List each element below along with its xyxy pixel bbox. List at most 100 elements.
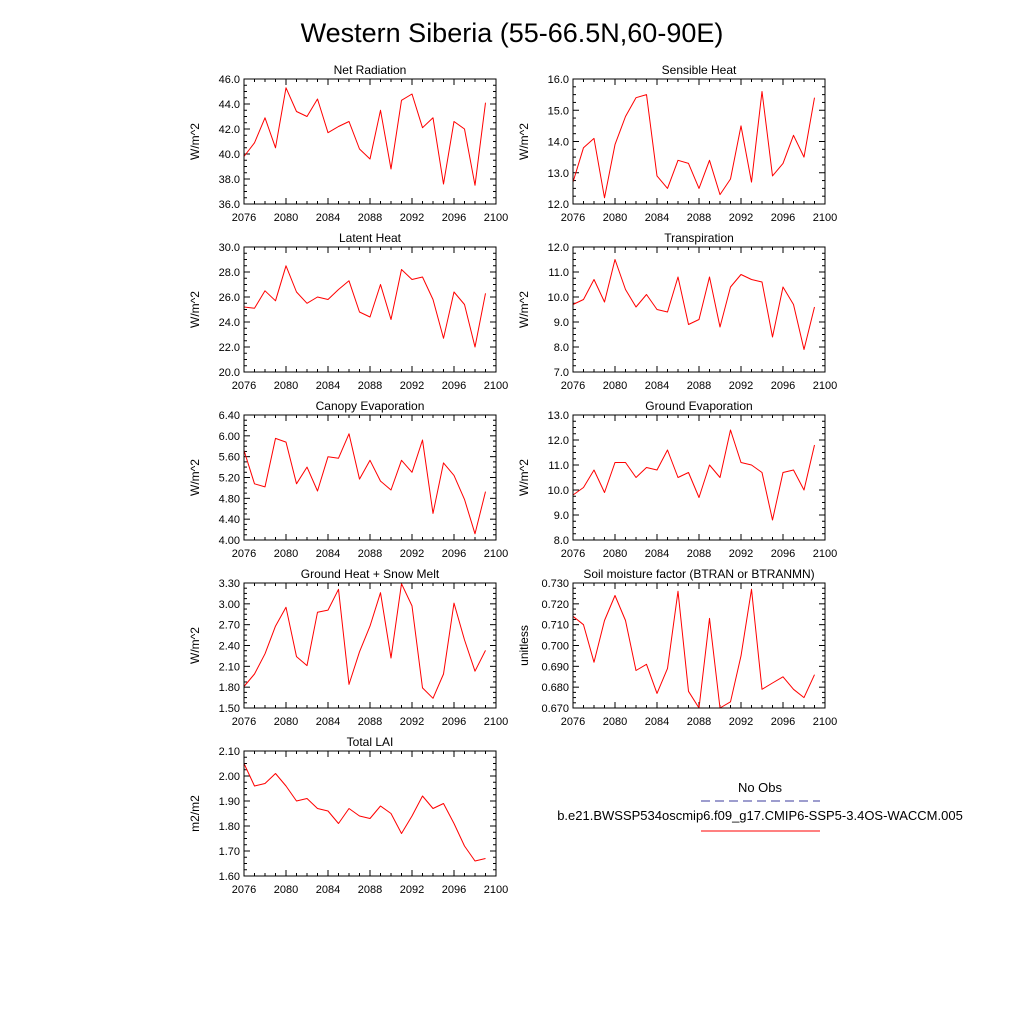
x-tick-label: 2088 [358, 884, 382, 896]
series-line [572, 91, 815, 199]
panel-title: Ground Evaporation [645, 399, 752, 413]
x-tick-label: 2084 [316, 212, 340, 224]
series-line [243, 265, 486, 348]
x-tick-label: 2084 [316, 884, 340, 896]
x-tick-label: 2088 [687, 380, 711, 392]
chart-panel: Transpiration 2076 2080 2084 2088 2092 2096 210… [517, 231, 837, 392]
chart-panel: Ground Heat + Snow Melt 2076 2080 2084 2088 2… [188, 567, 508, 728]
x-tick-label: 2076 [561, 212, 585, 224]
y-axis-label: W/m^2 [188, 291, 202, 328]
y-tick-label: 0.670 [541, 703, 569, 715]
y-tick-label: 2.10 [219, 746, 240, 758]
y-axis-label: W/m^2 [517, 123, 531, 160]
y-tick-label: 6.40 [219, 410, 240, 422]
x-tick-label: 2088 [358, 212, 382, 224]
figure-title: Western Siberia (55-66.5N,60-90E) [301, 18, 724, 48]
x-tick-label: 2100 [813, 380, 837, 392]
panel-title: Net Radiation [334, 63, 407, 77]
x-tick-label: 2084 [316, 716, 340, 728]
x-tick-label: 2096 [442, 212, 466, 224]
x-tick-label: 2080 [274, 380, 298, 392]
x-tick-label: 2076 [561, 548, 585, 560]
y-axis-label: W/m^2 [188, 123, 202, 160]
x-tick-label: 2088 [358, 380, 382, 392]
x-tick-label: 2092 [729, 716, 753, 728]
x-tick-label: 2084 [645, 212, 669, 224]
y-tick-label: 24.0 [219, 317, 240, 329]
y-tick-label: 15.0 [548, 105, 569, 117]
x-tick-label: 2080 [274, 212, 298, 224]
chart-panel: Total LAI 2076 2080 2084 2088 2092 2096 2100 1.6… [188, 735, 508, 896]
y-tick-label: 42.0 [219, 124, 240, 136]
x-tick-label: 2100 [484, 380, 508, 392]
x-tick-label: 2088 [687, 548, 711, 560]
x-tick-label: 2076 [232, 380, 256, 392]
x-tick-label: 2092 [400, 212, 424, 224]
x-tick-label: 2076 [232, 716, 256, 728]
panel-title: Canopy Evaporation [316, 399, 425, 413]
x-tick-label: 2084 [645, 548, 669, 560]
y-tick-label: 2.10 [219, 661, 240, 673]
y-axis-label: unitless [517, 625, 531, 666]
x-tick-label: 2080 [603, 380, 627, 392]
x-tick-label: 2096 [771, 380, 795, 392]
x-tick-label: 2100 [813, 716, 837, 728]
y-tick-label: 38.0 [219, 174, 240, 186]
y-axis-label: W/m^2 [517, 291, 531, 328]
chart-panel: Net Radiation 2076 2080 2084 2088 2092 2096 210… [188, 63, 508, 224]
x-tick-label: 2100 [484, 548, 508, 560]
plot-frame [243, 246, 497, 373]
y-tick-label: 2.70 [219, 620, 240, 632]
x-tick-label: 2096 [771, 548, 795, 560]
x-tick-label: 2076 [232, 884, 256, 896]
y-tick-label: 10.0 [548, 485, 569, 497]
x-tick-label: 2080 [603, 212, 627, 224]
y-axis-label: W/m^2 [188, 459, 202, 496]
x-tick-label: 2076 [232, 212, 256, 224]
x-tick-label: 2096 [442, 548, 466, 560]
x-tick-label: 2096 [442, 380, 466, 392]
y-tick-label: 36.0 [219, 199, 240, 211]
x-tick-label: 2084 [645, 380, 669, 392]
y-tick-label: 28.0 [219, 267, 240, 279]
plot-frame [572, 78, 826, 205]
plot-frame [572, 582, 826, 709]
legend-model-label: b.e21.BWSSP534oscmip6.f09_g17.CMIP6-SSP5… [557, 808, 963, 823]
x-tick-label: 2096 [442, 716, 466, 728]
y-tick-label: 26.0 [219, 292, 240, 304]
y-tick-label: 7.0 [554, 367, 569, 379]
legend: No Obs b.e21.BWSSP534oscmip6.f09_g17.CMI… [557, 780, 963, 832]
y-tick-label: 8.0 [554, 535, 569, 547]
series-line [243, 87, 486, 186]
x-tick-label: 2088 [687, 212, 711, 224]
x-tick-label: 2088 [358, 548, 382, 560]
y-tick-label: 20.0 [219, 367, 240, 379]
x-tick-label: 2080 [603, 548, 627, 560]
y-tick-label: 6.00 [219, 431, 240, 443]
x-tick-label: 2096 [442, 884, 466, 896]
x-tick-label: 2080 [274, 884, 298, 896]
x-tick-label: 2100 [813, 548, 837, 560]
y-tick-label: 4.80 [219, 493, 240, 505]
y-tick-label: 1.50 [219, 703, 240, 715]
chart-panels: Net Radiation 2076 2080 2084 2088 2092 2096 210… [188, 63, 837, 896]
x-tick-label: 2100 [813, 212, 837, 224]
y-tick-label: 4.00 [219, 535, 240, 547]
series-line [243, 763, 486, 862]
y-tick-label: 12.0 [548, 199, 569, 211]
y-tick-label: 9.0 [554, 510, 569, 522]
x-tick-label: 2076 [561, 380, 585, 392]
y-tick-label: 12.0 [548, 242, 569, 254]
y-tick-label: 1.80 [219, 821, 240, 833]
y-tick-label: 3.30 [219, 578, 240, 590]
y-tick-label: 9.0 [554, 317, 569, 329]
y-tick-label: 0.710 [541, 620, 569, 632]
plot-frame [572, 246, 826, 373]
plot-frame [243, 414, 497, 541]
x-tick-label: 2080 [274, 548, 298, 560]
x-tick-label: 2076 [561, 716, 585, 728]
x-tick-label: 2080 [603, 716, 627, 728]
panel-title: Total LAI [347, 735, 394, 749]
series-line [572, 588, 815, 709]
panel-title: Transpiration [664, 231, 734, 245]
